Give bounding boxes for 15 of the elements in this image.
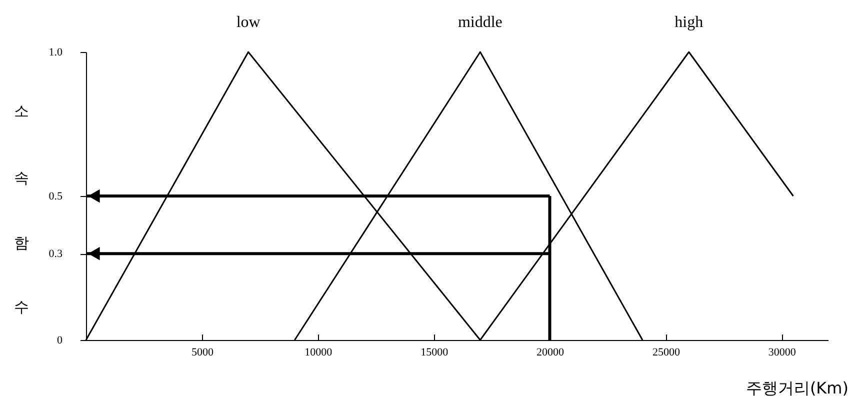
y-axis-title: 소속함수 [13, 95, 31, 355]
series-label: middle [458, 14, 502, 31]
x-tick-label: 15000 [420, 346, 449, 358]
x-tick-label: 30000 [768, 346, 796, 358]
x-tick-label: 10000 [304, 346, 333, 358]
y-tick-label: 1.0 [48, 46, 63, 58]
y-tick-label: 0.3 [48, 248, 63, 260]
x-tick-label: 5000 [191, 346, 214, 358]
x-tick-label: 25000 [652, 346, 680, 358]
y-tick-label: 0.5 [48, 190, 63, 202]
x-tick-label: 20000 [536, 346, 564, 358]
series-label: low [236, 14, 261, 31]
x-axis-title: 주행거리(Km) [746, 378, 848, 398]
y-tick-label: 0 [57, 334, 63, 346]
series-label: high [674, 14, 704, 31]
